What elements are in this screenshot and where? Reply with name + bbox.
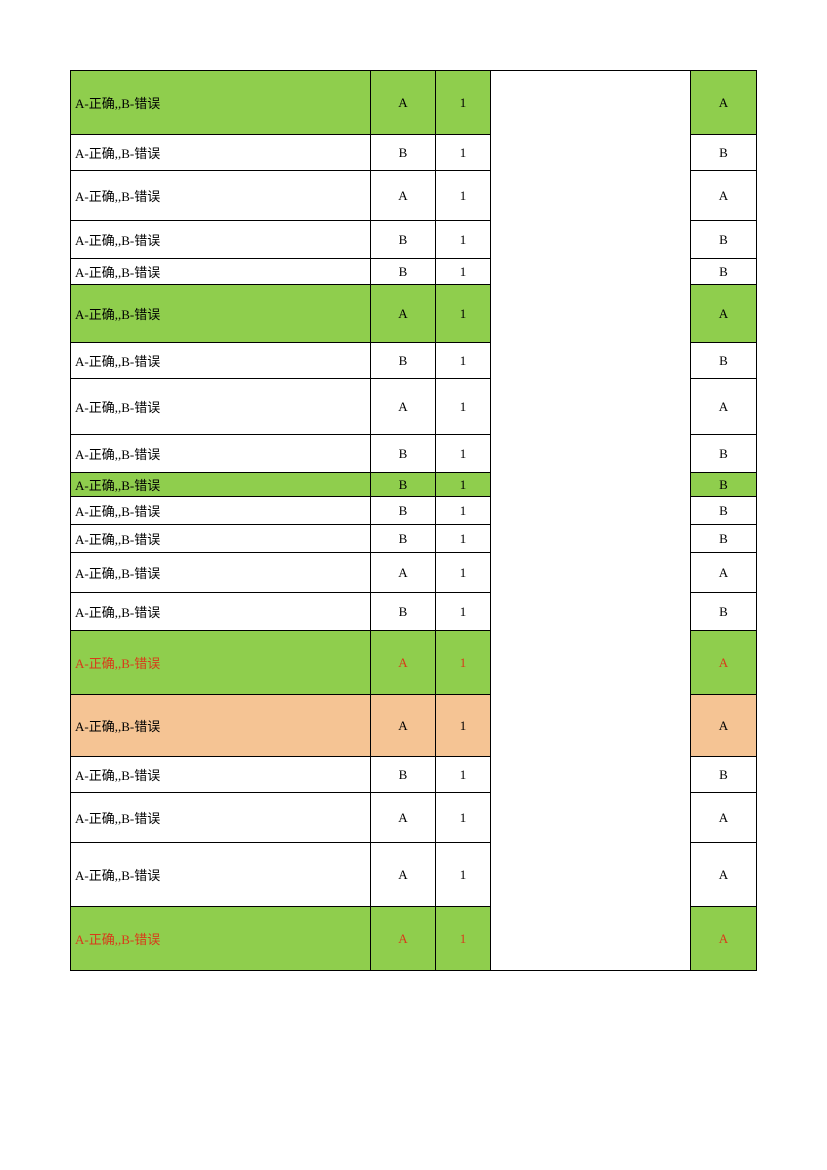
- cell-score: 1: [436, 435, 491, 473]
- cell-score: 1: [436, 757, 491, 793]
- cell-answer: A: [371, 379, 436, 435]
- cell-answer: A: [371, 907, 436, 971]
- cell-answer: A: [371, 553, 436, 593]
- cell-key: B: [691, 525, 757, 553]
- cell-answer: A: [371, 843, 436, 907]
- cell-key: A: [691, 285, 757, 343]
- cell-key: A: [691, 695, 757, 757]
- cell-score: 1: [436, 135, 491, 171]
- cell-desc: A-正确,,B-错误: [71, 473, 371, 497]
- cell-score: 1: [436, 695, 491, 757]
- cell-desc: A-正确,,B-错误: [71, 259, 371, 285]
- cell-score: 1: [436, 907, 491, 971]
- cell-key: B: [691, 473, 757, 497]
- cell-score: 1: [436, 285, 491, 343]
- cell-key: B: [691, 135, 757, 171]
- cell-key: A: [691, 631, 757, 695]
- cell-key: A: [691, 71, 757, 135]
- cell-desc: A-正确,,B-错误: [71, 757, 371, 793]
- cell-key: A: [691, 171, 757, 221]
- cell-answer: A: [371, 631, 436, 695]
- cell-desc: A-正确,,B-错误: [71, 171, 371, 221]
- cell-key: B: [691, 497, 757, 525]
- cell-desc: A-正确,,B-错误: [71, 497, 371, 525]
- cell-score: 1: [436, 793, 491, 843]
- cell-desc: A-正确,,B-错误: [71, 843, 371, 907]
- cell-desc: A-正确,,B-错误: [71, 525, 371, 553]
- cell-score: 1: [436, 525, 491, 553]
- cell-desc: A-正确,,B-错误: [71, 135, 371, 171]
- cell-score: 1: [436, 497, 491, 525]
- cell-answer: B: [371, 135, 436, 171]
- cell-score: 1: [436, 171, 491, 221]
- cell-key: B: [691, 435, 757, 473]
- cell-spacer: [491, 71, 691, 971]
- cell-desc: A-正确,,B-错误: [71, 907, 371, 971]
- cell-score: 1: [436, 631, 491, 695]
- cell-score: 1: [436, 473, 491, 497]
- cell-answer: B: [371, 343, 436, 379]
- cell-answer: A: [371, 793, 436, 843]
- cell-score: 1: [436, 259, 491, 285]
- cell-answer: A: [371, 695, 436, 757]
- cell-desc: A-正确,,B-错误: [71, 631, 371, 695]
- cell-key: A: [691, 907, 757, 971]
- cell-answer: A: [371, 71, 436, 135]
- cell-answer: B: [371, 473, 436, 497]
- cell-score: 1: [436, 379, 491, 435]
- cell-key: B: [691, 221, 757, 259]
- cell-answer: B: [371, 435, 436, 473]
- table-row: A-正确,,B-错误A1A: [71, 71, 757, 135]
- cell-answer: A: [371, 285, 436, 343]
- cell-desc: A-正确,,B-错误: [71, 379, 371, 435]
- cell-key: B: [691, 343, 757, 379]
- cell-key: A: [691, 843, 757, 907]
- page: A-正确,,B-错误A1AA-正确,,B-错误B1BA-正确,,B-错误A1AA…: [0, 0, 827, 1170]
- cell-answer: B: [371, 593, 436, 631]
- cell-key: B: [691, 259, 757, 285]
- cell-desc: A-正确,,B-错误: [71, 793, 371, 843]
- cell-desc: A-正确,,B-错误: [71, 695, 371, 757]
- cell-score: 1: [436, 343, 491, 379]
- cell-score: 1: [436, 843, 491, 907]
- cell-answer: B: [371, 757, 436, 793]
- cell-answer: B: [371, 221, 436, 259]
- cell-score: 1: [436, 221, 491, 259]
- cell-desc: A-正确,,B-错误: [71, 221, 371, 259]
- cell-desc: A-正确,,B-错误: [71, 71, 371, 135]
- cell-key: A: [691, 379, 757, 435]
- cell-desc: A-正确,,B-错误: [71, 435, 371, 473]
- cell-key: A: [691, 553, 757, 593]
- cell-desc: A-正确,,B-错误: [71, 553, 371, 593]
- cell-desc: A-正确,,B-错误: [71, 593, 371, 631]
- cell-desc: A-正确,,B-错误: [71, 343, 371, 379]
- cell-answer: B: [371, 525, 436, 553]
- data-table: A-正确,,B-错误A1AA-正确,,B-错误B1BA-正确,,B-错误A1AA…: [70, 70, 757, 971]
- cell-score: 1: [436, 553, 491, 593]
- cell-desc: A-正确,,B-错误: [71, 285, 371, 343]
- cell-score: 1: [436, 593, 491, 631]
- cell-answer: A: [371, 171, 436, 221]
- cell-answer: B: [371, 259, 436, 285]
- cell-key: B: [691, 757, 757, 793]
- cell-key: B: [691, 593, 757, 631]
- cell-answer: B: [371, 497, 436, 525]
- cell-key: A: [691, 793, 757, 843]
- cell-score: 1: [436, 71, 491, 135]
